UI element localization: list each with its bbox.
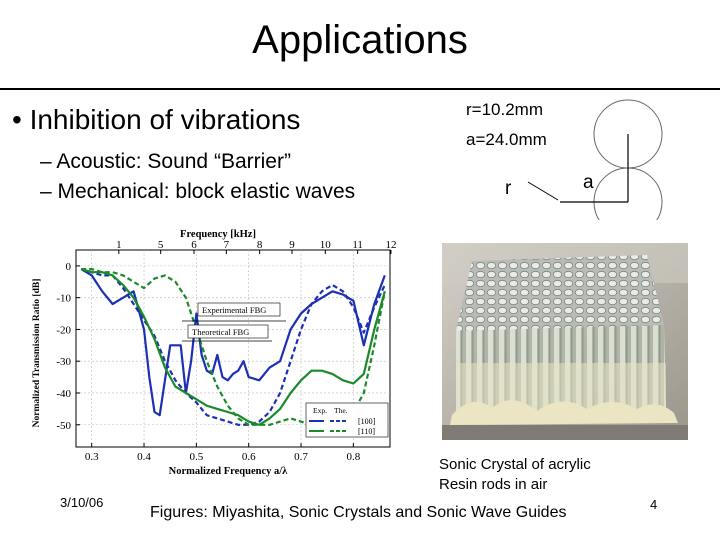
top-tick-label: 5 [158, 239, 164, 251]
slide-date: 3/10/06 [60, 495, 104, 510]
sub-bullet-mechanical: – Mechanical: block elastic waves [40, 180, 356, 203]
chart-plot-area [75, 249, 391, 448]
r-label: r [505, 178, 512, 199]
y-axis-label: Normalized Transmission Ratio [dB] [32, 279, 42, 428]
x-tick-label: 0.7 [294, 451, 308, 463]
y-tick-label: 0 [66, 261, 72, 273]
y-tick-label: -10 [56, 293, 71, 305]
lattice-diagram: r a [505, 99, 663, 220]
x-tick-label: 0.4 [137, 451, 151, 463]
legend-header-exp: Exp. [313, 406, 327, 415]
top-tick-label: 8 [257, 239, 263, 251]
caption-line-1: Sonic Crystal of acrylic [439, 456, 591, 473]
legend-header-the: The. [334, 406, 348, 415]
top-tick-label: 1 [116, 239, 122, 251]
x-tick-label: 0.8 [346, 451, 360, 463]
y-tick-label: -50 [56, 420, 71, 432]
top-tick-label: 7 [224, 239, 230, 251]
legend-entry-110: [110] [358, 427, 375, 436]
rod-array-top [456, 255, 664, 331]
figure-credit: Figures: Miyashita, Sonic Crystals and S… [150, 504, 567, 521]
a-label: a [583, 172, 594, 193]
top-tick-label: 9 [289, 239, 295, 251]
y-tick-label: -40 [56, 388, 71, 400]
annotation-theoretical: Theoretical FBG [192, 327, 249, 337]
bullet-inhibition: • Inhibition of vibrations [12, 104, 301, 135]
lattice-constant-value: a=24.0mm [466, 130, 547, 149]
top-axis-label: Frequency [kHz] [180, 229, 256, 240]
transmission-chart: 0 -10 -20 -30 -40 -50 0.3 0.4 0.5 0.6 0.7 0.8 1 5 6 7 8 9… [28, 225, 406, 477]
photo-caption: Sonic Crystal of acrylic Resin rods in a… [439, 455, 591, 495]
base-filling [450, 400, 678, 425]
page-title: Applications [252, 18, 468, 62]
annotation-experimental: Experimental FBG [202, 305, 266, 315]
sonic-crystal-photo [442, 243, 688, 440]
radius-pointer [527, 181, 559, 201]
top-tick-label: 12 [385, 239, 396, 251]
x-tick-label: 0.6 [242, 451, 256, 463]
x-axis-label: Normalized Frequency a/λ [169, 466, 289, 477]
top-tick-label: 10 [320, 239, 332, 251]
top-tick-label: 11 [352, 239, 363, 251]
series-line-1 [80, 268, 386, 417]
legend-entry-100: [100] [358, 417, 376, 426]
radius-value: r=10.2mm [466, 100, 543, 119]
caption-line-2: Resin rods in air [439, 476, 548, 493]
y-tick-label: -30 [56, 356, 71, 368]
x-tick-label: 0.3 [85, 451, 99, 463]
top-tick-label: 6 [191, 239, 197, 251]
sub-bullet-acoustic: – Acoustic: Sound “Barrier” [40, 150, 291, 173]
x-tick-label: 0.5 [189, 451, 203, 463]
title-divider [0, 88, 720, 90]
y-tick-label: -20 [56, 324, 71, 336]
series-line-4 [81, 267, 386, 429]
page-number: 4 [650, 497, 658, 512]
series-line-2 [80, 268, 386, 426]
